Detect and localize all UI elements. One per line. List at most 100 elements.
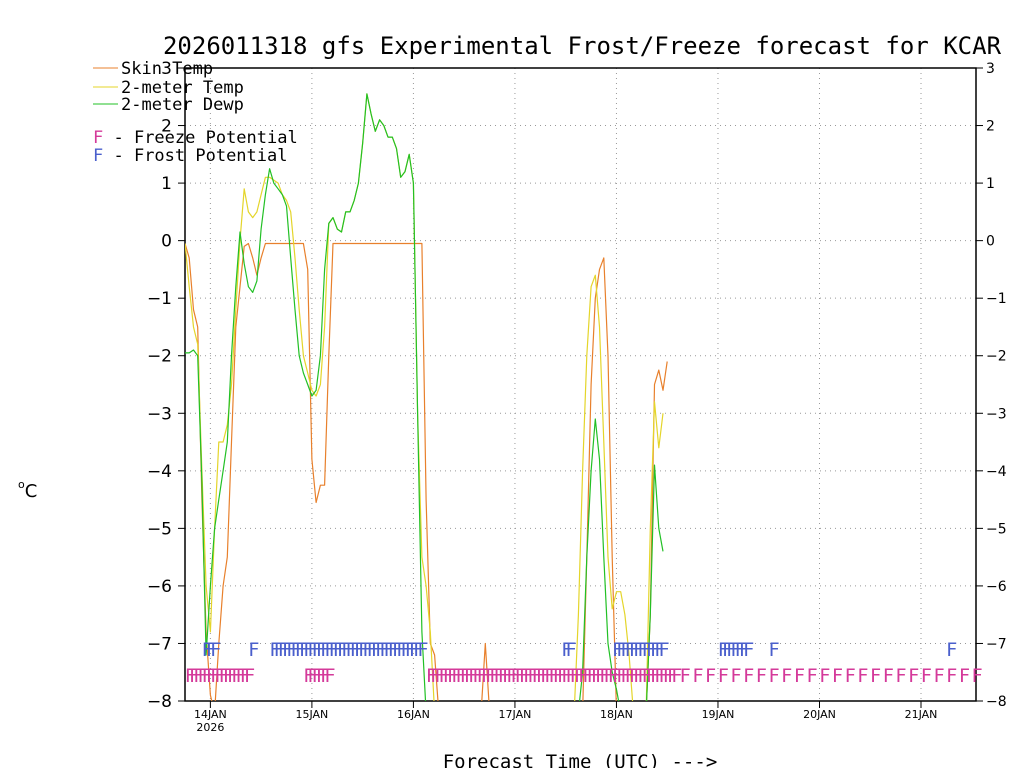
freeze-potential-marker: F [210, 665, 221, 687]
freeze-potential-marker: F [303, 665, 314, 687]
y-tick-label-right: −8 [986, 694, 1007, 710]
x-tick-label: 18JAN [600, 708, 633, 721]
series-lines [185, 93, 668, 701]
frost-potential-marker: F [769, 639, 780, 661]
frost-potential-marker: F [396, 639, 407, 661]
frost-potential-marker: F [418, 639, 429, 661]
legend-freeze-text: - Freeze Potential [103, 128, 297, 148]
freeze-potential-marker: F [464, 665, 475, 687]
freeze-potential-marker: F [443, 665, 454, 687]
frost-potential-marker: F [621, 639, 632, 661]
freeze-potential-marker: F [312, 665, 323, 687]
frost-potential-marker: F [282, 639, 293, 661]
freeze-potential-marker: F [705, 665, 716, 687]
frost-potential-marker: F [308, 639, 319, 661]
y-tick-label-left: −5 [147, 519, 172, 539]
y-tick-label-left: −1 [147, 289, 172, 309]
freeze-potential-marker: F [595, 665, 606, 687]
freeze-potential-marker: F [587, 665, 598, 687]
freeze-potential-marker: F [545, 665, 556, 687]
y-tick-label-left: −3 [147, 404, 172, 424]
freeze-potential-marker: F [769, 665, 780, 687]
frost-potential-marker: F [413, 639, 424, 661]
freeze-potential-marker: F [557, 665, 568, 687]
freeze-potential-marker: F [612, 665, 623, 687]
frost-potential-marker: F [337, 639, 348, 661]
y-tick-label-right: −2 [986, 349, 1007, 365]
freeze-potential-marker: F [633, 665, 644, 687]
freeze-potential-marker: F [536, 665, 547, 687]
frost-potential-marker: F [726, 639, 737, 661]
freeze-potential-marker: F [236, 665, 247, 687]
frost-potential-marker: F [625, 639, 636, 661]
series-line-2-meter-dewp [185, 93, 664, 701]
freeze-potential-marker: F [667, 665, 678, 687]
x-tick-label: 19JAN [702, 708, 735, 721]
freeze-potential-marker: F [646, 665, 657, 687]
frost-potential-marker: F [270, 639, 281, 661]
frost-potential-marker: F [367, 639, 378, 661]
freeze-potential-marker: F [451, 665, 462, 687]
frost-potential-marker: F [384, 639, 395, 661]
frost-potential-marker: F [210, 639, 221, 661]
freeze-potential-marker: F [561, 665, 572, 687]
freeze-potential-marker: F [502, 665, 513, 687]
y-tick-label-left: 2 [161, 117, 172, 137]
freeze-potential-marker: F [858, 665, 869, 687]
freeze-potential-marker: F [807, 665, 818, 687]
x-tick-label: 20JAN [803, 708, 836, 721]
y-tick-label-left: −4 [147, 462, 172, 482]
x-tick-label: 16JAN [397, 708, 430, 721]
freeze-potential-marker: F [320, 665, 331, 687]
y-axis-right: −8 −7 −6 −5 −4 −3 −2 −1 0 1 2 3 [976, 61, 1007, 710]
freeze-potential-marker: F [574, 665, 585, 687]
freeze-potential-marker: F [659, 665, 670, 687]
freeze-potential-marker: F [232, 665, 243, 687]
freeze-potential-marker: F [456, 665, 467, 687]
freeze-potential-marker: F [731, 665, 742, 687]
frost-potential-marker: F [722, 639, 733, 661]
frost-potential-marker: F [346, 639, 357, 661]
freeze-potential-marker: F [908, 665, 919, 687]
plot-border [184, 67, 977, 702]
freeze-potential-marker: F [532, 665, 543, 687]
frost-potential-marker: F [375, 639, 386, 661]
freeze-potential-marker: F [663, 665, 674, 687]
freeze-potential-marker: F [570, 665, 581, 687]
freeze-potential-marker: F [604, 665, 615, 687]
frost-potential-marker: F [650, 639, 661, 661]
frost-potential-marker: F [303, 639, 314, 661]
y-tick-label-right: −1 [986, 291, 1007, 307]
frost-potential-marker: F [616, 639, 627, 661]
freeze-potential-marker: F [921, 665, 932, 687]
chart-title: 2026011318 gfs Experimental Frost/Freeze… [163, 32, 1002, 60]
freeze-potential-marker: F [934, 665, 945, 687]
freeze-potential-marker: F [227, 665, 238, 687]
freeze-potential-marker: F [426, 665, 437, 687]
x-tick-label: 14JAN [194, 708, 227, 721]
freeze-potential-marker: F [781, 665, 792, 687]
frost-potential-marker: F [371, 639, 382, 661]
frost-potential-marker: F [342, 639, 353, 661]
legend-frost-symbol: F [93, 146, 103, 166]
legend-2m-dewp: 2-meter Dewp [121, 95, 244, 115]
y-tick-label-left: −7 [147, 634, 172, 654]
freeze-potential-marker: F [743, 665, 754, 687]
freeze-potential-marker: F [473, 665, 484, 687]
freeze-potential-marker: F [642, 665, 653, 687]
freeze-potential-marker: F [193, 665, 204, 687]
freeze-potential-marker: F [959, 665, 970, 687]
freeze-potential-marker: F [316, 665, 327, 687]
freeze-potential-marker: F [718, 665, 729, 687]
freeze-potential-marker: F [540, 665, 551, 687]
frost-potential-marker: F [633, 639, 644, 661]
y-tick-label-right: −3 [986, 406, 1007, 422]
freeze-potential-marker: F [883, 665, 894, 687]
freeze-potential-marker: F [485, 665, 496, 687]
series-line-skin-temp [185, 242, 668, 701]
frost-potential-marker: F [350, 639, 361, 661]
freeze-potential-marker: F [215, 665, 226, 687]
frost-potential-marker: F [329, 639, 340, 661]
